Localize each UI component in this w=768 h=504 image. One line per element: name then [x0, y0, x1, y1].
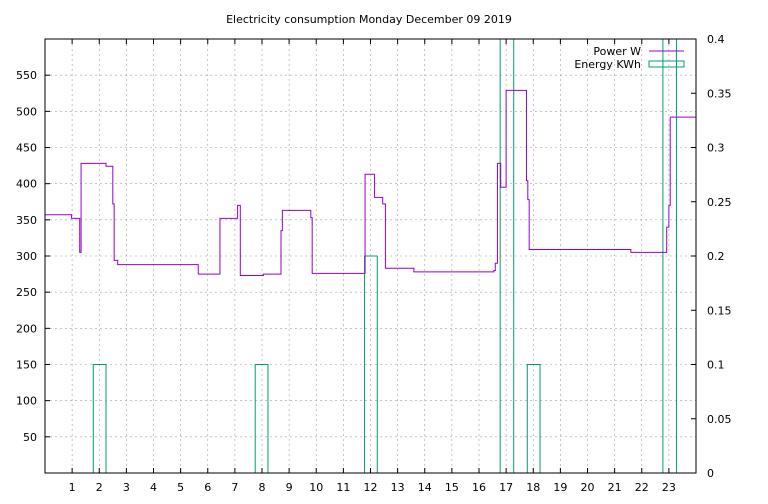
energy-bar	[364, 255, 378, 473]
y-tick-label: 350	[16, 214, 37, 227]
x-tick-label: 1	[69, 481, 76, 494]
x-tick-label: 9	[286, 481, 293, 494]
y2-tick-label: 0.35	[707, 87, 732, 100]
x-tick-label: 18	[526, 481, 540, 494]
energy-bar	[662, 38, 677, 473]
legend-label-energy: Energy KWh	[574, 58, 641, 71]
y-tick-label: 500	[16, 105, 37, 118]
y-tick-label: 450	[16, 142, 37, 155]
y2-tick-label: 0.25	[707, 196, 732, 209]
y-tick-label: 200	[16, 322, 37, 335]
x-tick-label: 6	[204, 481, 211, 494]
x-tick-label: 8	[259, 481, 266, 494]
y-tick-label: 50	[23, 431, 37, 444]
x-tick-label: 16	[472, 481, 486, 494]
x-tick-label: 13	[391, 481, 405, 494]
x-tick-label: 15	[445, 481, 459, 494]
y2-tick-label: 0.05	[707, 413, 732, 426]
x-tick-label: 14	[418, 481, 432, 494]
legend-label-power: Power W	[593, 45, 641, 58]
y2-tick-label: 0	[707, 467, 714, 480]
y2-tick-label: 0.15	[707, 304, 732, 317]
y2-tick-label: 0.3	[707, 142, 725, 155]
x-tick-label: 2	[96, 481, 103, 494]
x-tick-label: 3	[123, 481, 130, 494]
x-tick-label: 21	[608, 481, 622, 494]
energy-bar	[254, 364, 269, 473]
y-tick-label: 150	[16, 359, 37, 372]
x-tick-label: 12	[364, 481, 378, 494]
x-tick-label: 10	[309, 481, 323, 494]
x-tick-label: 7	[231, 481, 238, 494]
power-series	[45, 89, 697, 277]
grid	[45, 39, 696, 473]
x-tick-label: 19	[553, 481, 567, 494]
x-tick-label: 20	[581, 481, 595, 494]
x-tick-label: 23	[662, 481, 676, 494]
y2-tick-label: 0.4	[707, 33, 725, 46]
x-tick-label: 5	[177, 481, 184, 494]
x-tick-label: 22	[635, 481, 649, 494]
energy-bar	[92, 364, 107, 473]
y2-tick-label: 0.2	[707, 250, 725, 263]
x-tick-label: 4	[150, 481, 157, 494]
y-tick-label: 400	[16, 178, 37, 191]
x-tick-label: 11	[336, 481, 350, 494]
y-tick-label: 250	[16, 286, 37, 299]
axis-ticks: 1 2 3 4 5 6 7 8 9 10 11 12 13 14 15 16 17 18 19 20 21 22 23501…	[16, 33, 732, 494]
y2-tick-label: 0.1	[707, 359, 725, 372]
y-tick-label: 100	[16, 395, 37, 408]
energy-bar	[526, 364, 541, 473]
power-line	[45, 89, 697, 277]
legend: Power W Energy KWh	[574, 45, 685, 71]
y-tick-label: 550	[16, 69, 37, 82]
legend-swatch-energy	[648, 60, 685, 68]
x-tick-label: 17	[499, 481, 513, 494]
chart-title: Electricity consumption Monday December …	[226, 13, 512, 26]
y-tick-label: 300	[16, 250, 37, 263]
